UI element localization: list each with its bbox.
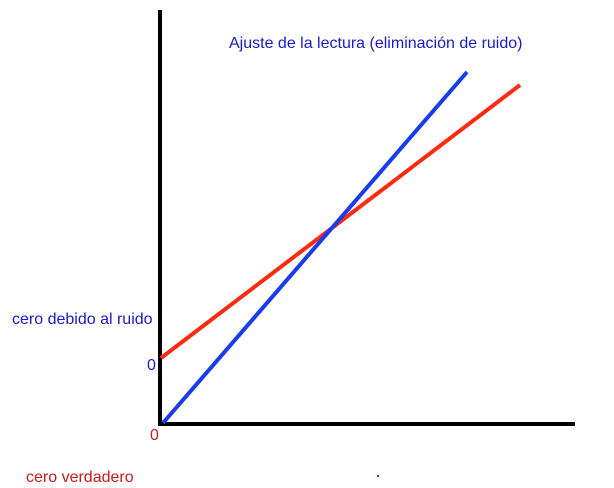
title: Ajuste de la lectura (eliminación de rui… [229, 35, 522, 52]
true-zero-tick: 0 [150, 427, 159, 444]
true-zero-label: cero verdadero [26, 469, 134, 486]
noise-zero-label: cero debido al ruido [12, 311, 153, 328]
noise-zero-tick: 0 [147, 357, 156, 374]
noisy-line [159, 83, 522, 360]
adjusted-line [161, 70, 469, 425]
dot [377, 475, 379, 477]
